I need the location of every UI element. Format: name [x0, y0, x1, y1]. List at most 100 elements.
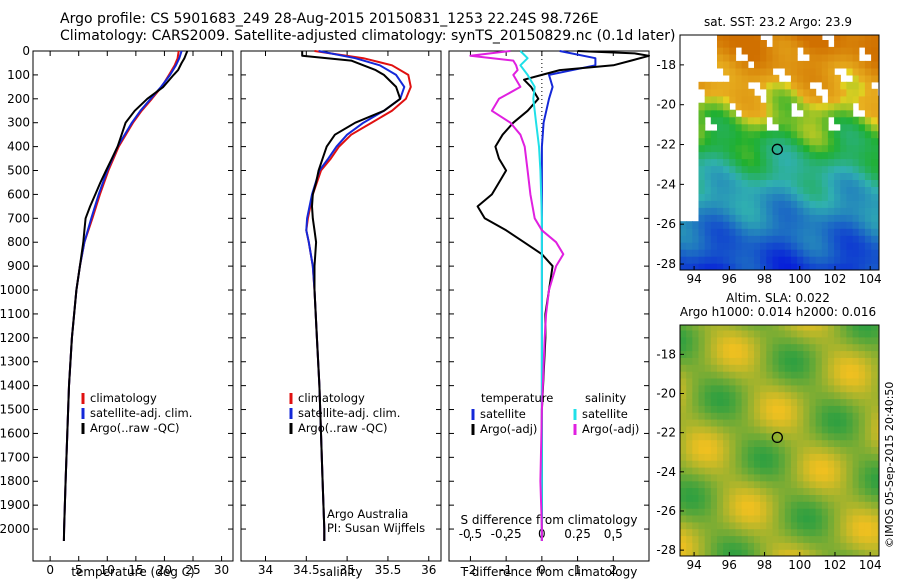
map-cell — [852, 40, 860, 48]
map-cell — [747, 35, 755, 41]
map-cell — [698, 473, 706, 482]
map-cell — [710, 151, 718, 160]
map-cell — [784, 535, 792, 543]
map-cell — [729, 263, 737, 270]
map-cell — [704, 535, 712, 543]
map-cell — [840, 453, 848, 461]
map-cell — [723, 60, 730, 69]
map-cell — [797, 357, 804, 365]
map-cell — [858, 446, 866, 454]
map-cell — [840, 439, 848, 447]
map-cell — [871, 508, 878, 516]
map-cell — [840, 179, 848, 187]
map-cell — [846, 102, 854, 111]
map-cell — [852, 528, 860, 537]
map-cell — [680, 501, 687, 509]
map-cell — [754, 221, 761, 229]
map-cell — [797, 466, 804, 475]
map-cell — [760, 384, 767, 393]
map-cell — [852, 81, 860, 90]
map-cell — [840, 480, 848, 489]
map-cell — [803, 398, 811, 406]
map-cell — [852, 432, 860, 441]
map-cell — [809, 425, 817, 434]
map-cell — [840, 249, 848, 257]
map-cell — [729, 542, 737, 550]
map-cell — [747, 480, 755, 489]
map-cell — [834, 60, 841, 69]
map-cell — [809, 46, 817, 55]
map-cell — [704, 350, 712, 358]
map-cell — [766, 384, 774, 393]
map-y-tick-label: -26 — [656, 217, 676, 231]
map-cell — [815, 109, 823, 118]
map-cell — [766, 88, 774, 97]
map-cell — [729, 40, 737, 48]
map-cell — [877, 357, 879, 365]
map-cell — [710, 325, 718, 331]
map-cell — [772, 405, 780, 413]
map-cell — [772, 521, 780, 530]
map-cell — [754, 453, 761, 461]
map-cell — [784, 446, 792, 454]
map-cell — [717, 405, 724, 413]
map-cell — [747, 256, 755, 264]
map-cell — [754, 249, 761, 257]
map-cell — [698, 549, 706, 556]
map-cell — [760, 200, 767, 208]
map-cell — [710, 214, 718, 222]
map-cell — [846, 425, 854, 434]
map-cell — [834, 193, 841, 201]
map-cell — [766, 535, 774, 543]
map-cell — [698, 425, 706, 434]
map-cell — [754, 186, 761, 194]
map-cell — [729, 329, 737, 338]
map-cell — [723, 357, 730, 365]
map-cell — [698, 151, 706, 160]
map-cell — [686, 453, 693, 461]
map-cell — [827, 480, 835, 489]
map-cell — [698, 412, 706, 420]
map-cell — [778, 412, 786, 420]
map-cell — [834, 350, 841, 358]
map-cell — [815, 35, 823, 41]
map-cell — [803, 144, 811, 153]
map-cell — [704, 542, 712, 550]
map-cell — [864, 473, 872, 482]
map-cell — [815, 179, 823, 187]
map-cell — [723, 207, 730, 215]
map-cell — [834, 109, 841, 118]
map-cell — [680, 549, 687, 556]
map-cell — [790, 151, 798, 160]
map-cell — [858, 228, 866, 236]
map-cell — [698, 514, 706, 523]
map-cell — [735, 35, 743, 41]
map-cell — [692, 542, 700, 550]
map-cell — [834, 35, 841, 41]
map-cell — [846, 405, 854, 413]
map-cell — [747, 53, 755, 62]
map-cell — [686, 528, 693, 537]
map-cell — [698, 398, 706, 406]
x-tick-label: 20 — [157, 563, 172, 577]
map-cell — [797, 535, 804, 543]
map-cell — [797, 88, 804, 97]
map-cell — [809, 221, 817, 229]
map-cell — [858, 439, 866, 447]
map-cell — [680, 439, 687, 447]
map-cell — [790, 116, 798, 125]
map-cell — [803, 81, 811, 90]
map-cell — [717, 165, 724, 173]
map-cell — [735, 350, 743, 358]
map-cell — [797, 221, 804, 229]
map-cell — [871, 235, 878, 243]
map-cell — [809, 109, 817, 118]
map-cell — [735, 377, 743, 386]
map-cell — [821, 158, 829, 167]
map-cell — [704, 398, 712, 406]
map-cell — [834, 549, 841, 556]
map-cell — [735, 535, 743, 543]
map-cell — [809, 242, 817, 250]
map-cell — [686, 425, 693, 434]
x-tick-label: 0 — [46, 563, 54, 577]
